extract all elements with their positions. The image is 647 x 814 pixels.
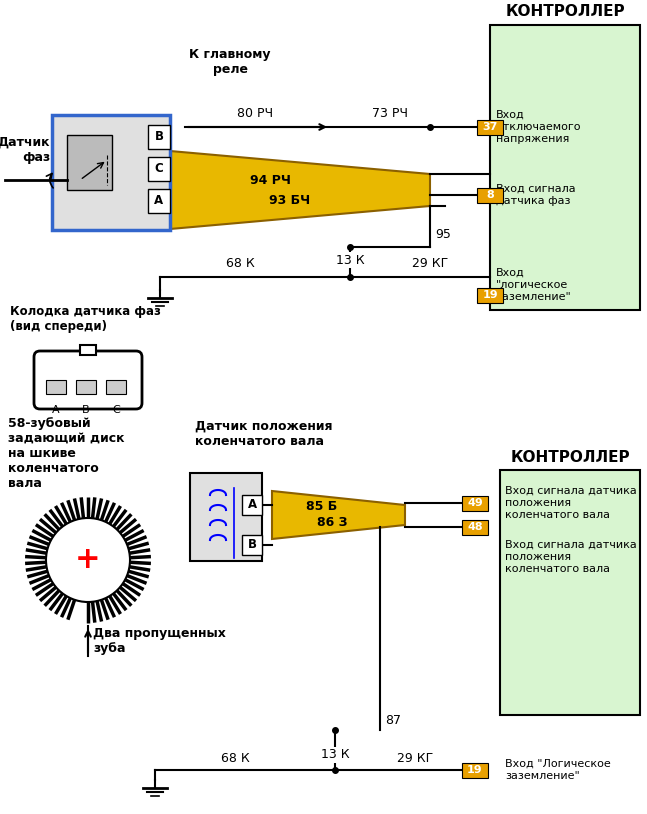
Text: 13 К: 13 К <box>336 253 364 266</box>
Text: A: A <box>155 195 164 208</box>
Text: Вход
отключаемого
напряжения: Вход отключаемого напряжения <box>496 110 580 144</box>
Bar <box>490 25 640 310</box>
Text: 73 РЧ: 73 РЧ <box>372 107 408 120</box>
Text: 85 Б: 85 Б <box>307 501 338 514</box>
Bar <box>477 287 503 303</box>
Bar <box>477 120 503 134</box>
Polygon shape <box>272 491 405 539</box>
Text: 68 К: 68 К <box>221 752 249 765</box>
Text: 94 РЧ: 94 РЧ <box>250 174 291 187</box>
Text: Датчик положения
коленчатого вала: Датчик положения коленчатого вала <box>195 420 333 448</box>
Bar <box>462 519 488 535</box>
Text: Колодка датчика фаз
(вид спереди): Колодка датчика фаз (вид спереди) <box>10 305 161 333</box>
Text: Вход
"логическое
заземление": Вход "логическое заземление" <box>496 268 571 302</box>
Text: 19: 19 <box>482 290 498 300</box>
Text: +: + <box>75 545 101 575</box>
Polygon shape <box>170 151 430 229</box>
Bar <box>80 345 96 355</box>
Text: КОНТРОЛЛЕР: КОНТРОЛЛЕР <box>510 449 630 465</box>
Bar <box>52 115 170 230</box>
Bar <box>242 495 262 515</box>
Text: A: A <box>247 498 257 511</box>
Text: 48: 48 <box>467 522 483 532</box>
Bar <box>106 380 126 394</box>
Text: КОНТРОЛЛЕР: КОНТРОЛЛЕР <box>505 5 625 20</box>
Text: 95: 95 <box>435 229 451 242</box>
Bar <box>76 380 96 394</box>
Bar <box>67 135 112 190</box>
Text: Вход сигнала датчика
положения
коленчатого вала: Вход сигнала датчика положения коленчато… <box>505 540 637 575</box>
Circle shape <box>46 518 130 602</box>
Text: 13 К: 13 К <box>321 749 349 762</box>
Bar <box>477 187 503 203</box>
Bar <box>242 535 262 555</box>
FancyBboxPatch shape <box>34 351 142 409</box>
Bar <box>46 380 66 394</box>
Text: 87: 87 <box>385 714 401 727</box>
Text: Вход сигнала датчика
положения
коленчатого вала: Вход сигнала датчика положения коленчато… <box>505 486 637 520</box>
Text: A: A <box>52 405 60 415</box>
Text: C: C <box>112 405 120 415</box>
Bar <box>190 473 262 561</box>
Text: К главному
реле: К главному реле <box>190 48 270 76</box>
Text: 29 КГ: 29 КГ <box>412 257 448 270</box>
Text: 80 РЧ: 80 РЧ <box>237 107 273 120</box>
Text: B: B <box>82 405 90 415</box>
Text: 93 БЧ: 93 БЧ <box>269 194 311 207</box>
Text: C: C <box>155 163 164 176</box>
Text: Датчик
фаз: Датчик фаз <box>0 136 50 164</box>
Bar <box>462 763 488 777</box>
Text: 49: 49 <box>467 498 483 508</box>
Text: Два пропущенных
зуба: Два пропущенных зуба <box>93 627 226 655</box>
Text: 19: 19 <box>467 765 483 775</box>
Text: B: B <box>248 539 256 552</box>
Bar <box>148 125 170 149</box>
Text: B: B <box>155 130 164 143</box>
Text: 86 З: 86 З <box>317 517 347 529</box>
Text: 37: 37 <box>482 122 498 132</box>
Text: 29 КГ: 29 КГ <box>397 752 433 765</box>
Text: 68 К: 68 К <box>226 257 254 270</box>
Bar <box>500 470 640 715</box>
Text: Вход "Логическое
заземление": Вход "Логическое заземление" <box>505 759 611 781</box>
Text: Вход сигнала
датчика фаз: Вход сигнала датчика фаз <box>496 184 576 206</box>
Text: 58-зубовый
задающий диск
на шкиве
коленчатого
вала: 58-зубовый задающий диск на шкиве коленч… <box>8 417 124 490</box>
Bar <box>462 496 488 510</box>
Bar <box>148 157 170 181</box>
Text: 8: 8 <box>486 190 494 200</box>
Bar <box>148 189 170 213</box>
